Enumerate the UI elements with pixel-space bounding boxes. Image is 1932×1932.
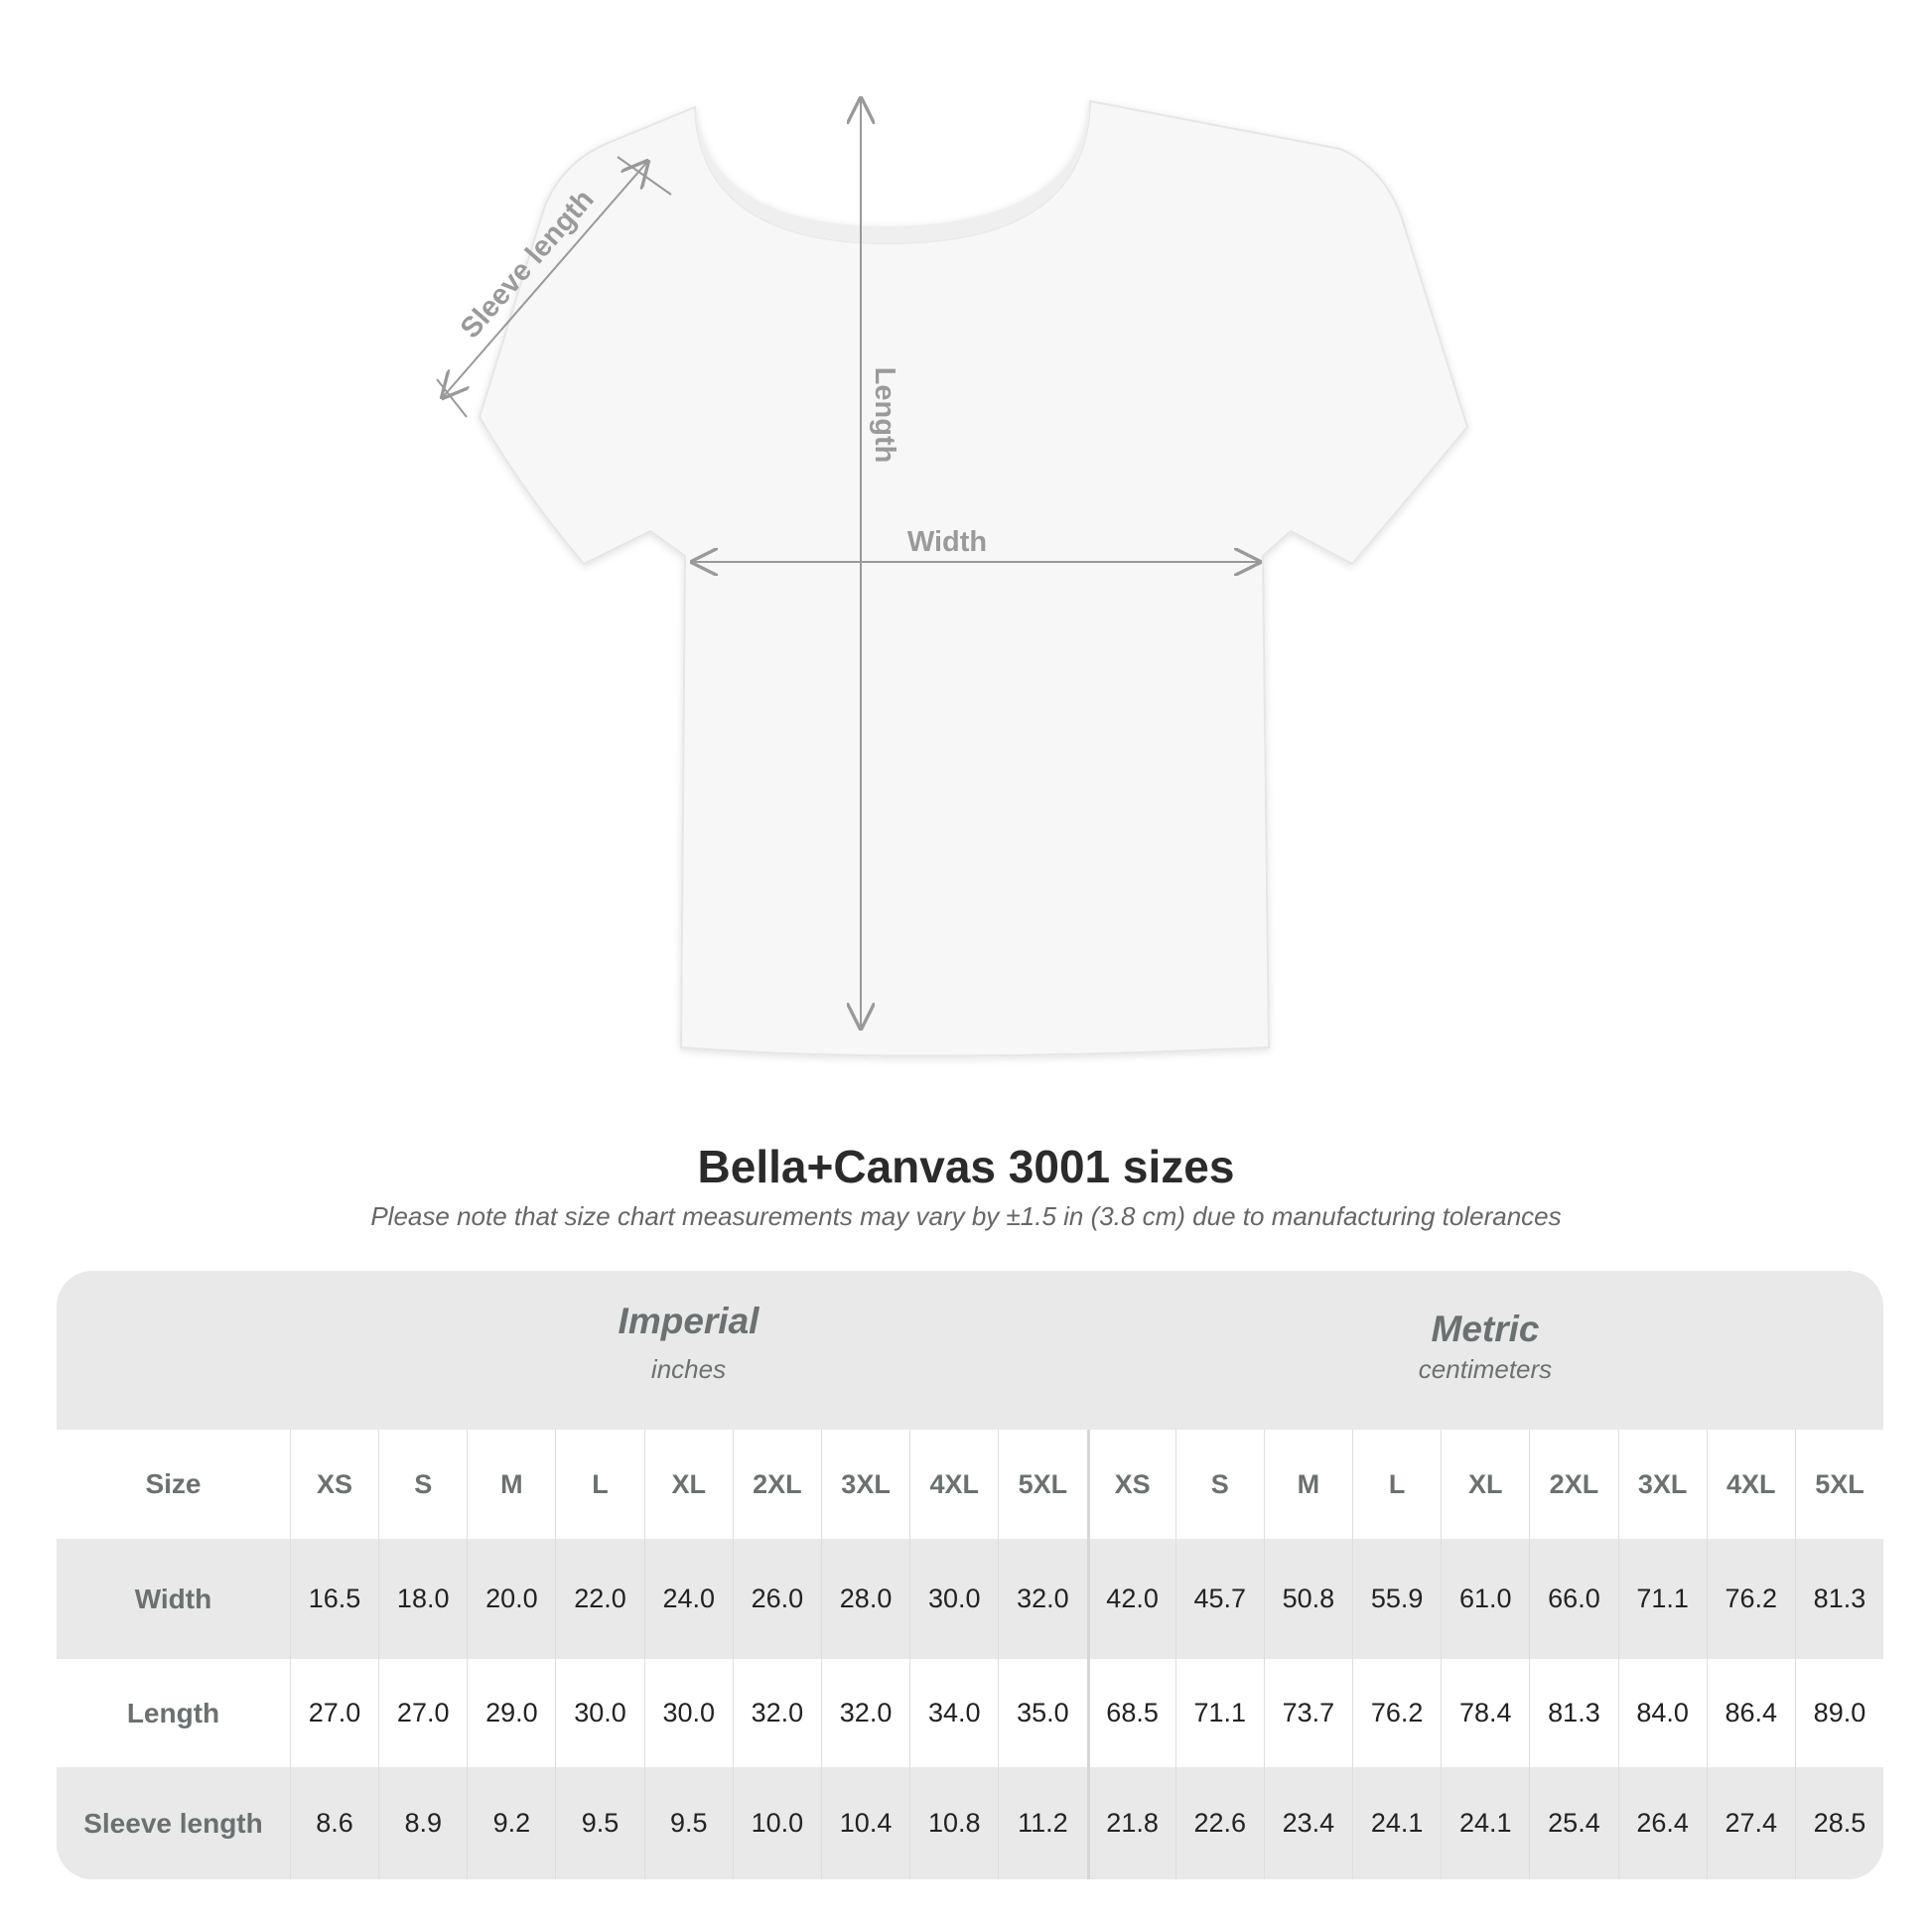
metric-value-cell: 21.8 (1086, 1767, 1175, 1879)
metric-value-cell: 28.5 (1794, 1767, 1883, 1879)
imperial-value-cell: 10.8 (909, 1767, 998, 1879)
metric-value-cell: 55.9 (1352, 1539, 1441, 1659)
row-label: Width (134, 1583, 212, 1614)
imperial-value-cell: 27.0 (289, 1659, 378, 1767)
imperial-value-cell: 8.9 (378, 1767, 467, 1879)
metric-value-cell: 50.8 (1263, 1539, 1352, 1659)
width-label: Width (907, 526, 987, 558)
size-table: Imperial inches Metric centimeters Size X… (57, 1271, 1883, 1879)
metric-size-header: 4XL (1706, 1430, 1795, 1539)
imperial-value-cell: 30.0 (643, 1659, 733, 1767)
imperial-value-cell: 34.0 (909, 1659, 998, 1767)
imperial-value-cell: 28.0 (820, 1539, 909, 1659)
metric-value-cell: 24.1 (1352, 1767, 1441, 1879)
imperial-size-header: 2XL (732, 1430, 821, 1539)
imperial-size-header: 3XL (820, 1430, 909, 1539)
metric-value-cell: 84.0 (1617, 1659, 1707, 1767)
imperial-value-cell: 16.5 (289, 1539, 378, 1659)
metric-value-cell: 24.1 (1441, 1767, 1529, 1879)
size-header-row: Size XS S M L XL 2XL 3XL 4XL 5XL XS S M L XL 2XL 3XL 4XL 5… (57, 1430, 1883, 1539)
imperial-value-cell: 24.0 (643, 1539, 733, 1659)
metric-size-header: 5XL (1794, 1430, 1883, 1539)
imperial-value-cell: 32.0 (998, 1539, 1086, 1659)
imperial-value-cell: 26.0 (732, 1539, 821, 1659)
metric-header: Metric centimeters (1087, 1271, 1883, 1467)
metric-size-header: M (1263, 1430, 1352, 1539)
imperial-size-header: M (467, 1430, 555, 1539)
tshirt-shape (478, 99, 1469, 1057)
imperial-size-header: S (378, 1430, 467, 1539)
row-label: Size (145, 1468, 202, 1499)
metric-unit: centimeters (1418, 1354, 1553, 1384)
metric-size-header: XL (1441, 1430, 1529, 1539)
metric-value-cell: 25.4 (1529, 1767, 1617, 1879)
metric-value-cell: 81.3 (1794, 1539, 1883, 1659)
imperial-value-cell: 30.0 (555, 1659, 643, 1767)
chart-title: Bella+Canvas 3001 sizes (697, 1141, 1235, 1192)
imperial-value-cell: 9.5 (555, 1767, 643, 1879)
metric-size-header: XS (1086, 1430, 1175, 1539)
metric-value-cell: 89.0 (1794, 1659, 1883, 1767)
metric-value-cell: 61.0 (1441, 1539, 1529, 1659)
imperial-value-cell: 20.0 (467, 1539, 555, 1659)
tshirt-diagram: Sleeve length Length Width (436, 0, 1469, 1057)
imperial-title: Imperial (618, 1301, 759, 1341)
metric-value-cell: 71.1 (1174, 1659, 1264, 1767)
metric-value-cell: 45.7 (1174, 1539, 1264, 1659)
metric-value-cell: 78.4 (1441, 1659, 1529, 1767)
imperial-value-cell: 11.2 (998, 1767, 1086, 1879)
imperial-value-cell: 8.6 (289, 1767, 378, 1879)
imperial-value-cell: 30.0 (909, 1539, 998, 1659)
imperial-value-cell: 35.0 (998, 1659, 1086, 1767)
imperial-size-header: 5XL (998, 1430, 1086, 1539)
table-row: Sleeve length 8.6 8.9 9.2 9.5 9.5 10.0 10.4 10.8… (57, 1767, 1883, 1879)
metric-size-header: 3XL (1617, 1430, 1707, 1539)
imperial-value-cell: 32.0 (820, 1659, 909, 1767)
metric-value-cell: 68.5 (1086, 1659, 1175, 1767)
table-row: Length 27.0 27.0 29.0 30.0 30.0 32.0 32.0 34.0 35… (57, 1659, 1883, 1767)
metric-size-header: S (1174, 1430, 1264, 1539)
metric-value-cell: 23.4 (1263, 1767, 1352, 1879)
metric-title: Metric (1431, 1309, 1540, 1349)
table-row: Width 16.5 18.0 20.0 22.0 24.0 26.0 28.0 30.0 32.… (57, 1539, 1883, 1659)
metric-size-header: 2XL (1529, 1430, 1617, 1539)
imperial-value-cell: 22.0 (555, 1539, 643, 1659)
sleeve-arrow (443, 162, 647, 397)
imperial-value-cell: 27.0 (378, 1659, 467, 1767)
imperial-value-cell: 29.0 (467, 1659, 555, 1767)
imperial-size-header: L (555, 1430, 643, 1539)
imperial-size-header: XL (643, 1430, 733, 1539)
row-label: Length (126, 1697, 220, 1728)
imperial-size-header: XS (289, 1430, 378, 1539)
metric-value-cell: 26.4 (1617, 1767, 1707, 1879)
metric-value-cell: 86.4 (1706, 1659, 1795, 1767)
metric-value-cell: 27.4 (1706, 1767, 1795, 1879)
imperial-value-cell: 9.5 (643, 1767, 733, 1879)
metric-value-cell: 22.6 (1174, 1767, 1264, 1879)
metric-value-cell: 71.1 (1617, 1539, 1707, 1659)
metric-value-cell: 42.0 (1086, 1539, 1175, 1659)
metric-value-cell: 76.2 (1706, 1539, 1795, 1659)
metric-value-cell: 76.2 (1352, 1659, 1441, 1767)
metric-size-header: L (1352, 1430, 1441, 1539)
chart-subtitle: Please note that size chart measurements… (370, 1201, 1562, 1231)
imperial-value-cell: 32.0 (732, 1659, 821, 1767)
imperial-value-cell: 10.0 (732, 1767, 821, 1879)
metric-value-cell: 66.0 (1529, 1539, 1617, 1659)
metric-value-cell: 73.7 (1263, 1659, 1352, 1767)
imperial-value-cell: 9.2 (467, 1767, 555, 1879)
imperial-value-cell: 18.0 (378, 1539, 467, 1659)
metric-value-cell: 81.3 (1529, 1659, 1617, 1767)
imperial-unit: inches (650, 1354, 727, 1384)
row-label: Sleeve length (83, 1807, 263, 1839)
imperial-value-cell: 10.4 (820, 1767, 909, 1879)
length-label: Length (869, 367, 900, 464)
imperial-size-header: 4XL (909, 1430, 998, 1539)
imperial-header: Imperial inches (290, 1271, 1087, 1459)
